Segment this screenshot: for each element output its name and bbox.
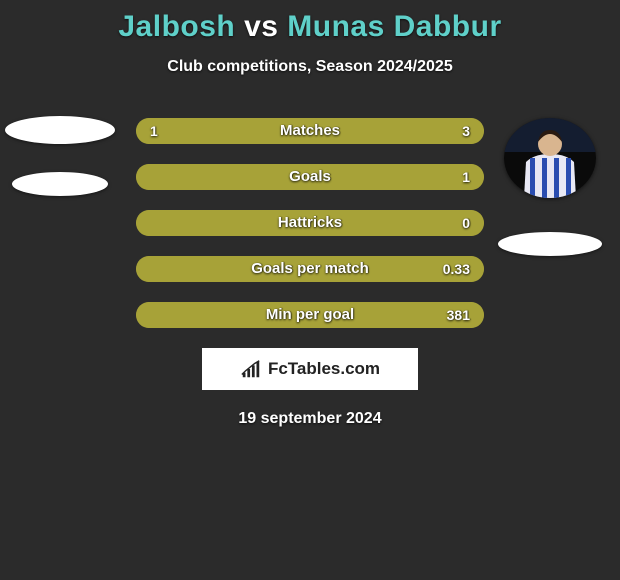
stat-label: Goals per match [136, 256, 484, 282]
stat-label: Hattricks [136, 210, 484, 236]
title-right-player: Munas Dabbur [287, 10, 501, 43]
title-vs: vs [235, 10, 287, 43]
avatar-placeholder-oval-small [12, 172, 108, 196]
stat-right-value: 3 [462, 118, 470, 144]
stat-bar-row: Min per goal381 [136, 302, 484, 328]
stat-right-value: 381 [447, 302, 470, 328]
stat-label: Matches [136, 118, 484, 144]
stat-bar-row: Hattricks0 [136, 210, 484, 236]
avatar-placeholder-oval-below [498, 232, 602, 256]
comparison-title: Jalbosh vs Munas Dabbur [0, 0, 620, 44]
stat-right-value: 1 [462, 164, 470, 190]
subtitle: Club competitions, Season 2024/2025 [0, 58, 620, 76]
stat-label: Goals [136, 164, 484, 190]
chart-icon [240, 358, 262, 380]
stat-label: Min per goal [136, 302, 484, 328]
title-left-player: Jalbosh [118, 10, 235, 43]
stat-right-value: 0 [462, 210, 470, 236]
source-badge-text: FcTables.com [268, 359, 380, 379]
avatar-placeholder-oval [5, 116, 115, 144]
right-player-avatar-block [494, 118, 606, 256]
stat-bar-row: Goals1 [136, 164, 484, 190]
stat-right-value: 0.33 [443, 256, 470, 282]
stat-bar-row: 1Matches3 [136, 118, 484, 144]
right-player-photo [504, 118, 596, 198]
left-player-avatar-block [4, 116, 116, 196]
player-photo-graphic [504, 118, 596, 198]
date-text: 19 september 2024 [0, 410, 620, 428]
source-badge: FcTables.com [202, 348, 418, 390]
stat-bars-container: 1Matches3Goals1Hattricks0Goals per match… [136, 118, 484, 328]
stat-bar-row: Goals per match0.33 [136, 256, 484, 282]
